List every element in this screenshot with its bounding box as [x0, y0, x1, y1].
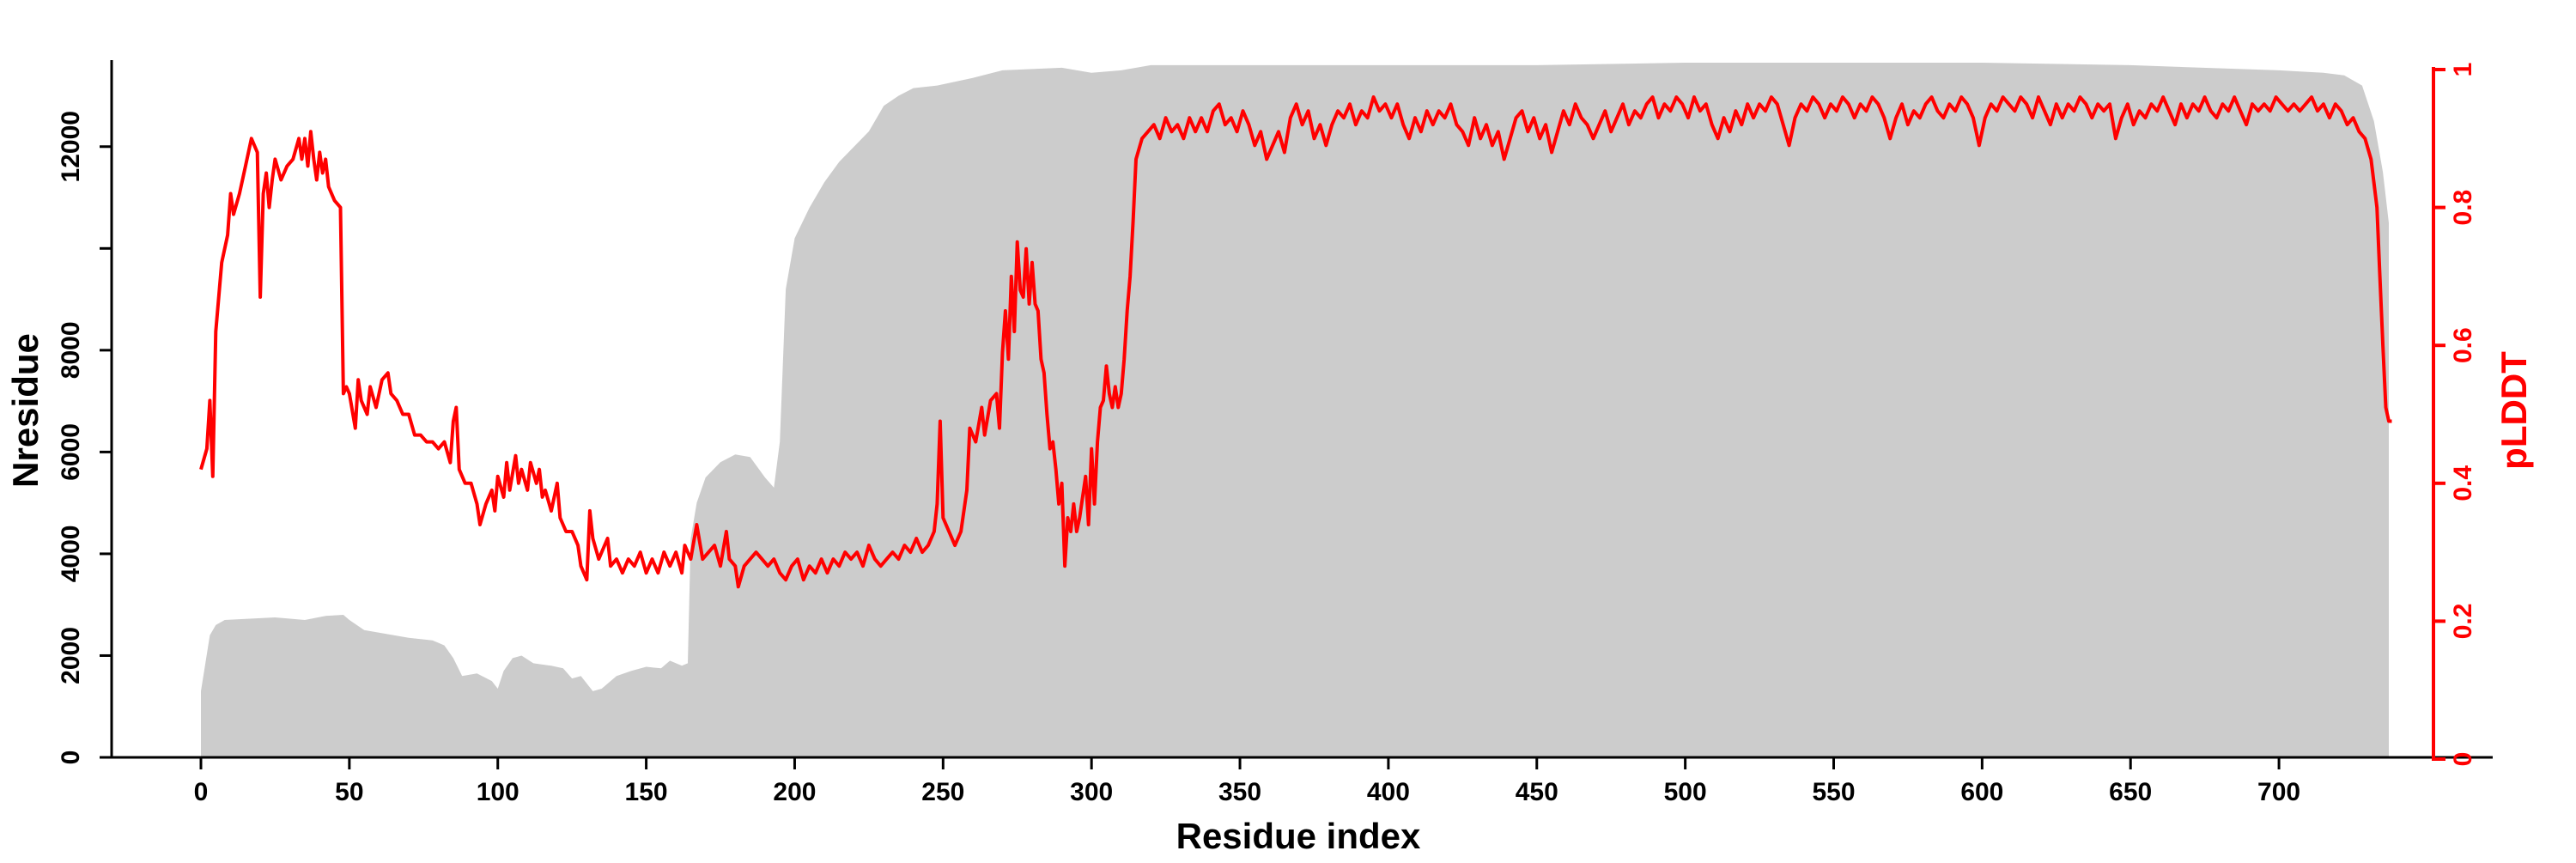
nresidue-area	[201, 63, 2389, 757]
x-tick-label: 150	[625, 778, 668, 806]
x-tick-label: 400	[1367, 778, 1410, 806]
y-left-tick-label: 4000	[57, 526, 85, 583]
y-axis-left-label: Nresidue	[5, 333, 46, 488]
x-tick-label: 700	[2257, 778, 2300, 806]
x-tick-label: 350	[1218, 778, 1261, 806]
y-left-tick-label: 0	[57, 751, 85, 765]
y-axis-right-label: pLDDT	[2494, 351, 2534, 470]
x-tick-label: 600	[1960, 778, 2003, 806]
y-right-tick-label: 0.8	[2449, 190, 2477, 226]
x-tick-label: 50	[335, 778, 363, 806]
y-right-tick-label: 0.6	[2449, 327, 2477, 363]
x-tick-label: 200	[773, 778, 816, 806]
x-tick-label: 0	[194, 778, 209, 806]
plddt-line	[199, 95, 2392, 589]
x-tick-label: 450	[1516, 778, 1558, 806]
y-left-tick-label: 8000	[57, 321, 85, 379]
x-tick-label: 100	[477, 778, 519, 806]
y-left-tick-label: 2000	[57, 627, 85, 684]
x-tick-label: 300	[1070, 778, 1113, 806]
x-tick-label: 550	[1812, 778, 1855, 806]
y-right-tick-label: 1	[2449, 63, 2477, 77]
y-right-tick-label: 0	[2449, 752, 2477, 767]
y-left-tick-label: 12000	[57, 111, 85, 182]
y-left-tick-label: 6000	[57, 423, 85, 481]
x-axis-label: Residue index	[1176, 816, 1421, 856]
x-tick-label: 650	[2109, 778, 2152, 806]
y-right-tick-label: 0.2	[2449, 604, 2477, 640]
x-tick-label: 250	[921, 778, 964, 806]
y-right-tick-label: 0.4	[2449, 465, 2477, 501]
x-tick-label: 500	[1664, 778, 1707, 806]
